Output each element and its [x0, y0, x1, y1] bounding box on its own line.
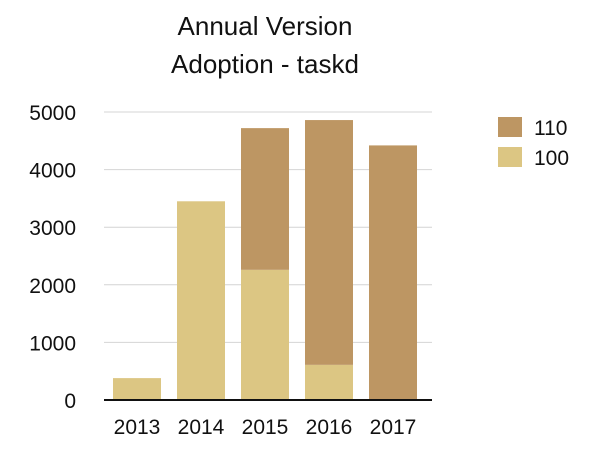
- bar-100-2015: [241, 269, 289, 400]
- legend-label-110: 110: [534, 117, 567, 140]
- bar-110-2015: [241, 128, 289, 270]
- y-tick-label: 4000: [29, 160, 76, 183]
- x-tick-label: 2014: [178, 416, 225, 439]
- y-tick-label: 3000: [29, 217, 76, 240]
- x-tick-label: 2017: [370, 416, 417, 439]
- y-tick-label: 5000: [29, 102, 76, 125]
- y-axis-ticks: 0 1000 2000 3000 4000 5000: [29, 102, 76, 413]
- x-axis-ticks: 2013 2014 2015 2016 2017: [114, 416, 417, 439]
- bar-110-2017: [369, 145, 417, 400]
- bar-100-2016: [305, 364, 353, 400]
- y-tick-label: 1000: [29, 332, 76, 355]
- chart-title-line-1: Annual Version: [178, 11, 353, 41]
- x-tick-label: 2013: [114, 416, 161, 439]
- legend-swatch-100: [498, 147, 522, 167]
- y-tick-label: 0: [64, 390, 76, 413]
- y-tick-label: 2000: [29, 275, 76, 298]
- chart-title: Annual Version Adoption - taskd: [171, 11, 359, 79]
- bar-100-2013: [113, 378, 161, 400]
- bars: [113, 120, 417, 400]
- legend-label-100: 100: [534, 147, 569, 170]
- x-tick-label: 2015: [242, 416, 289, 439]
- bar-110-2016: [305, 120, 353, 365]
- bar-100-2014: [177, 201, 225, 400]
- legend-swatch-110: [498, 117, 522, 137]
- x-tick-label: 2016: [306, 416, 353, 439]
- chart-title-line-2: Adoption - taskd: [171, 49, 359, 79]
